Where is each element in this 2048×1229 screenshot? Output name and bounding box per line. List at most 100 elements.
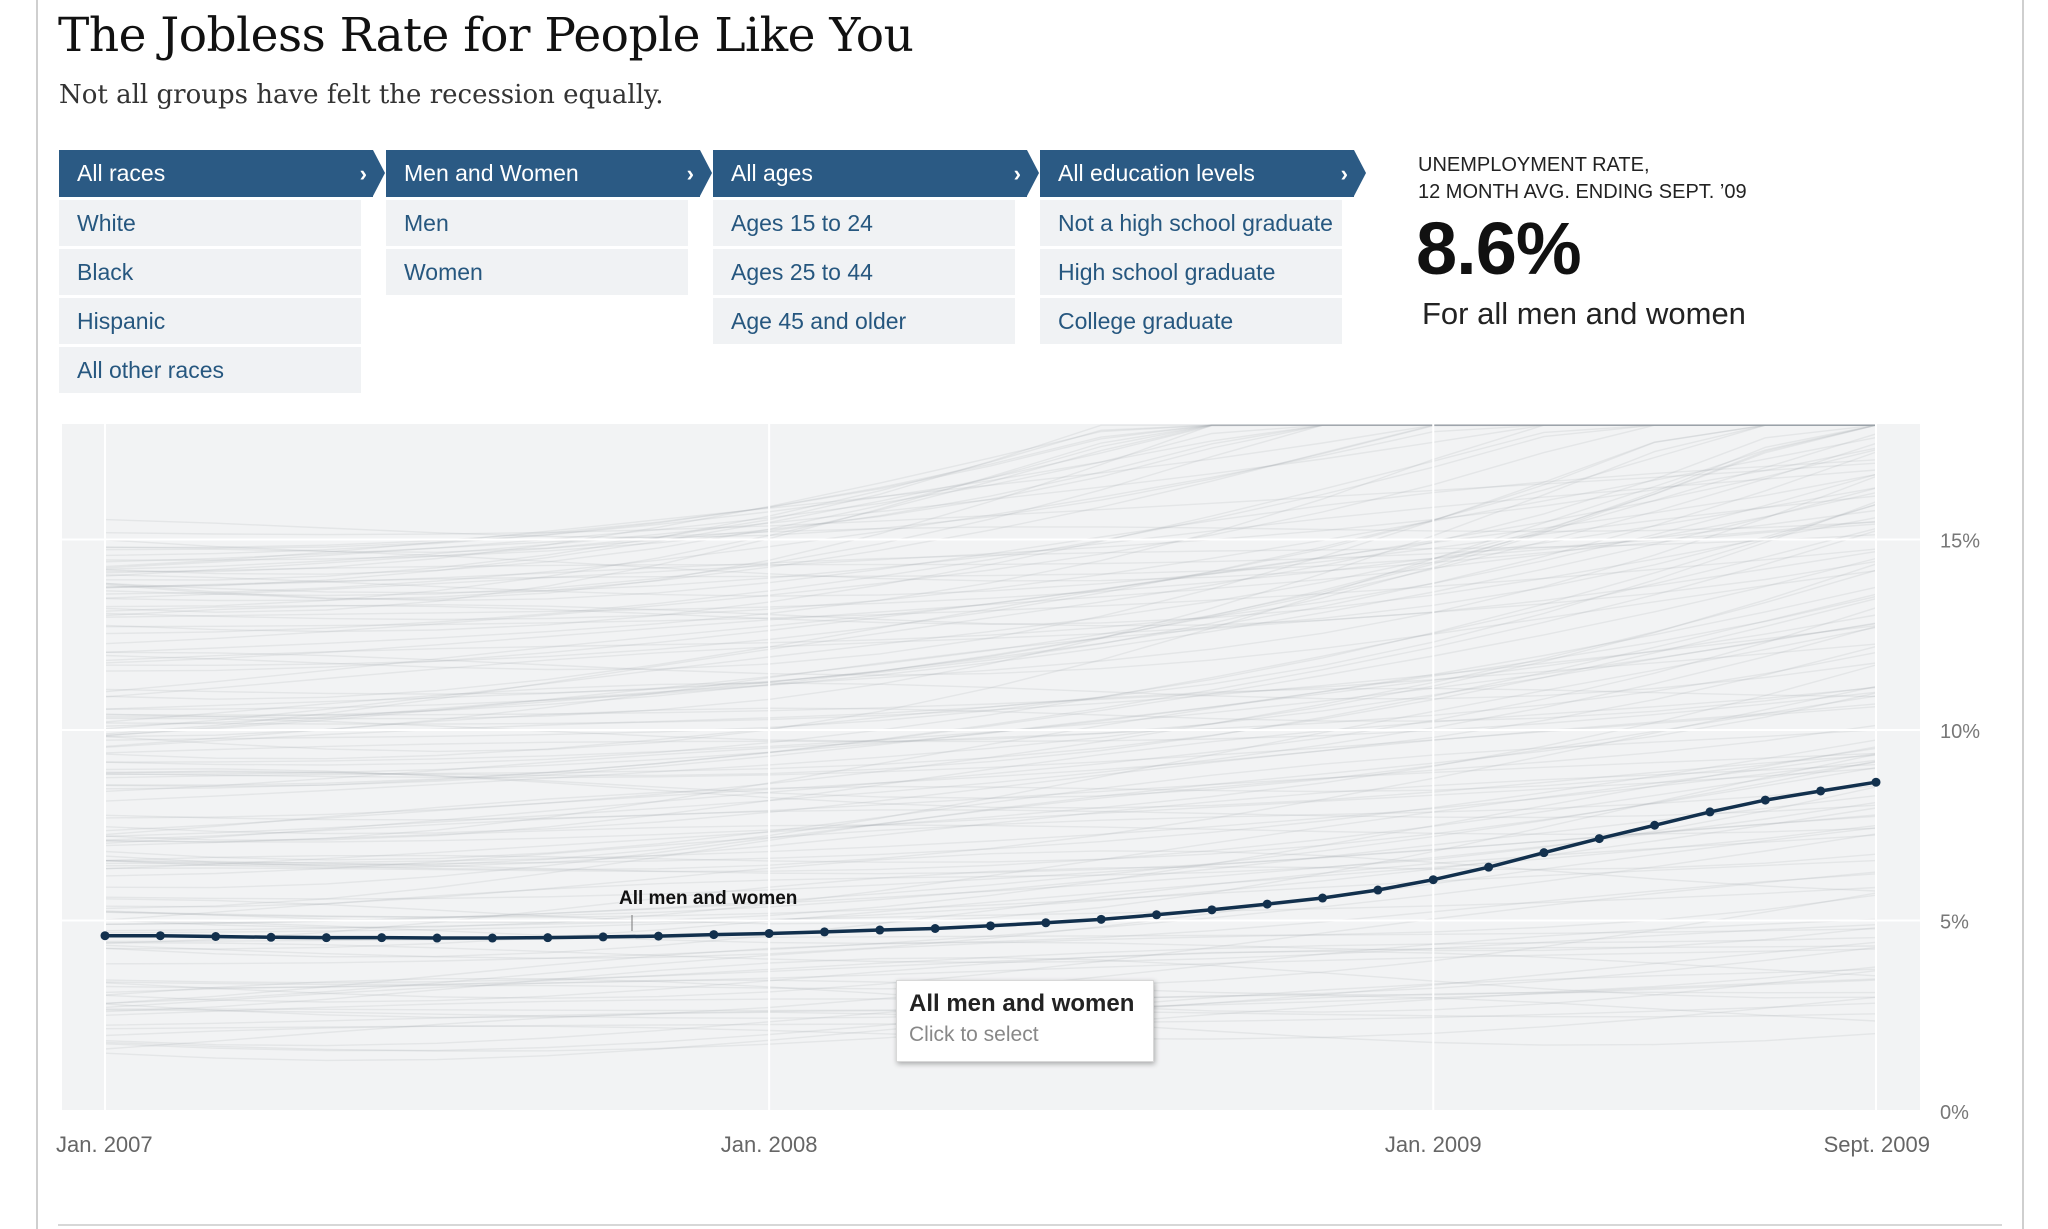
background-group-line [104, 886, 1877, 932]
background-group-line [104, 686, 1877, 841]
background-group-line [104, 534, 1877, 588]
race-option-hispanic[interactable]: Hispanic [59, 298, 361, 344]
age-filter: All ages › Ages 15 to 24 Ages 25 to 44 A… [713, 150, 1039, 344]
background-group-line [104, 424, 1877, 710]
background-group-line [104, 424, 1876, 693]
background-group-line [104, 424, 1876, 577]
education-option-no-hs[interactable]: Not a high school graduate [1040, 200, 1342, 246]
education-option-hs-grad[interactable]: High school graduate [1040, 249, 1342, 295]
background-group-line [104, 853, 1877, 944]
background-group-line [104, 936, 1877, 989]
stat-value: 8.6% [1416, 207, 1582, 290]
background-group-line [104, 623, 1877, 742]
data-point [986, 921, 995, 931]
background-group-line [104, 424, 1876, 645]
background-group-line [104, 424, 1876, 569]
background-group-line [104, 807, 1877, 934]
tooltip-title: All men and women [909, 990, 1135, 1017]
background-group-line [104, 475, 1877, 737]
background-group-line [104, 950, 1877, 1003]
sex-option-women[interactable]: Women [386, 249, 688, 295]
background-group-line [104, 645, 1877, 832]
chevron-right-icon: › [1013, 161, 1021, 186]
background-group-line [104, 424, 1877, 730]
education-filter-selected[interactable]: All education levels › [1040, 150, 1366, 197]
data-point [1871, 777, 1881, 787]
background-group-line [104, 501, 1877, 748]
background-group-line [104, 509, 1877, 589]
page-title: The Jobless Rate for People Like You [58, 8, 914, 63]
data-point [1760, 795, 1770, 805]
background-group-line [104, 520, 1877, 574]
background-group-line [104, 424, 1876, 568]
background-group-line [104, 424, 1876, 573]
data-point [487, 933, 497, 943]
race-filter-selected[interactable]: All races › [59, 150, 385, 197]
stat-label: UNEMPLOYMENT RATE, 12 MONTH AVG. ENDING … [1418, 152, 1747, 206]
tooltip-subtitle: Click to select [909, 1023, 1039, 1046]
background-group-line [104, 760, 1877, 925]
background-group-line [104, 598, 1877, 779]
data-point [1152, 910, 1162, 920]
background-group-line [104, 424, 1876, 608]
stat-label-line-1: UNEMPLOYMENT RATE, [1418, 154, 1650, 176]
background-group-line [104, 424, 1876, 602]
race-option-white[interactable]: White [59, 200, 361, 246]
race-option-black[interactable]: Black [59, 249, 361, 295]
data-point [1373, 885, 1383, 895]
background-group-line [104, 625, 1877, 838]
background-group-line [104, 424, 1876, 633]
age-option-15-24[interactable]: Ages 15 to 24 [713, 200, 1015, 246]
data-point [1539, 848, 1549, 858]
background-group-line [104, 424, 1876, 667]
age-option-45-older[interactable]: Age 45 and older [713, 298, 1015, 344]
background-group-line [104, 424, 1876, 597]
education-option-college[interactable]: College graduate [1040, 298, 1342, 344]
background-group-line [104, 424, 1876, 539]
stat-label-line-2: 12 MONTH AVG. ENDING SEPT. ’09 [1418, 181, 1747, 203]
background-group-line [104, 607, 1877, 844]
background-group-line [104, 850, 1877, 908]
background-group-line [104, 729, 1877, 861]
background-group-line [104, 685, 1877, 871]
y-tick-label: 15% [1940, 531, 1980, 553]
background-group-line [104, 873, 1877, 945]
background-group-line [104, 662, 1877, 723]
background-group-line [104, 643, 1877, 716]
sex-option-men[interactable]: Men [386, 200, 688, 246]
race-option-other[interactable]: All other races [59, 347, 361, 393]
data-point [653, 931, 663, 941]
background-group-line [104, 560, 1877, 738]
data-point [1096, 914, 1106, 924]
x-tick-label: Sept. 2009 [1824, 1132, 1930, 1157]
background-group-line [104, 927, 1877, 1005]
background-group-line [104, 530, 1877, 790]
age-option-25-44[interactable]: Ages 25 to 44 [713, 249, 1015, 295]
background-group-line [104, 469, 1877, 594]
sex-filter-selected-label: Men and Women [404, 160, 579, 186]
background-group-line [104, 424, 1876, 600]
background-group-line [104, 492, 1877, 664]
background-group-line [104, 424, 1876, 561]
data-point [155, 931, 165, 941]
sex-filter: Men and Women › Men Women [386, 150, 712, 295]
background-group-line [104, 424, 1876, 570]
background-group-line [104, 956, 1877, 1013]
age-filter-selected[interactable]: All ages › [713, 150, 1039, 197]
background-group-line [104, 424, 1876, 595]
background-group-line [104, 706, 1877, 779]
background-group-line [104, 761, 1877, 873]
background-group-line [104, 795, 1877, 918]
sex-filter-selected[interactable]: Men and Women › [386, 150, 712, 197]
background-group-line [104, 521, 1877, 563]
background-group-line [104, 625, 1877, 725]
education-filter: All education levels › Not a high school… [1040, 150, 1366, 344]
background-group-line [104, 424, 1876, 554]
background-group-line [104, 424, 1876, 720]
page-subtitle: Not all groups have felt the recession e… [59, 80, 664, 110]
data-point [819, 927, 829, 937]
background-group-line [104, 622, 1877, 763]
chevron-right-icon: › [686, 161, 694, 186]
background-group-line [104, 424, 1876, 550]
background-group-line [104, 767, 1877, 863]
